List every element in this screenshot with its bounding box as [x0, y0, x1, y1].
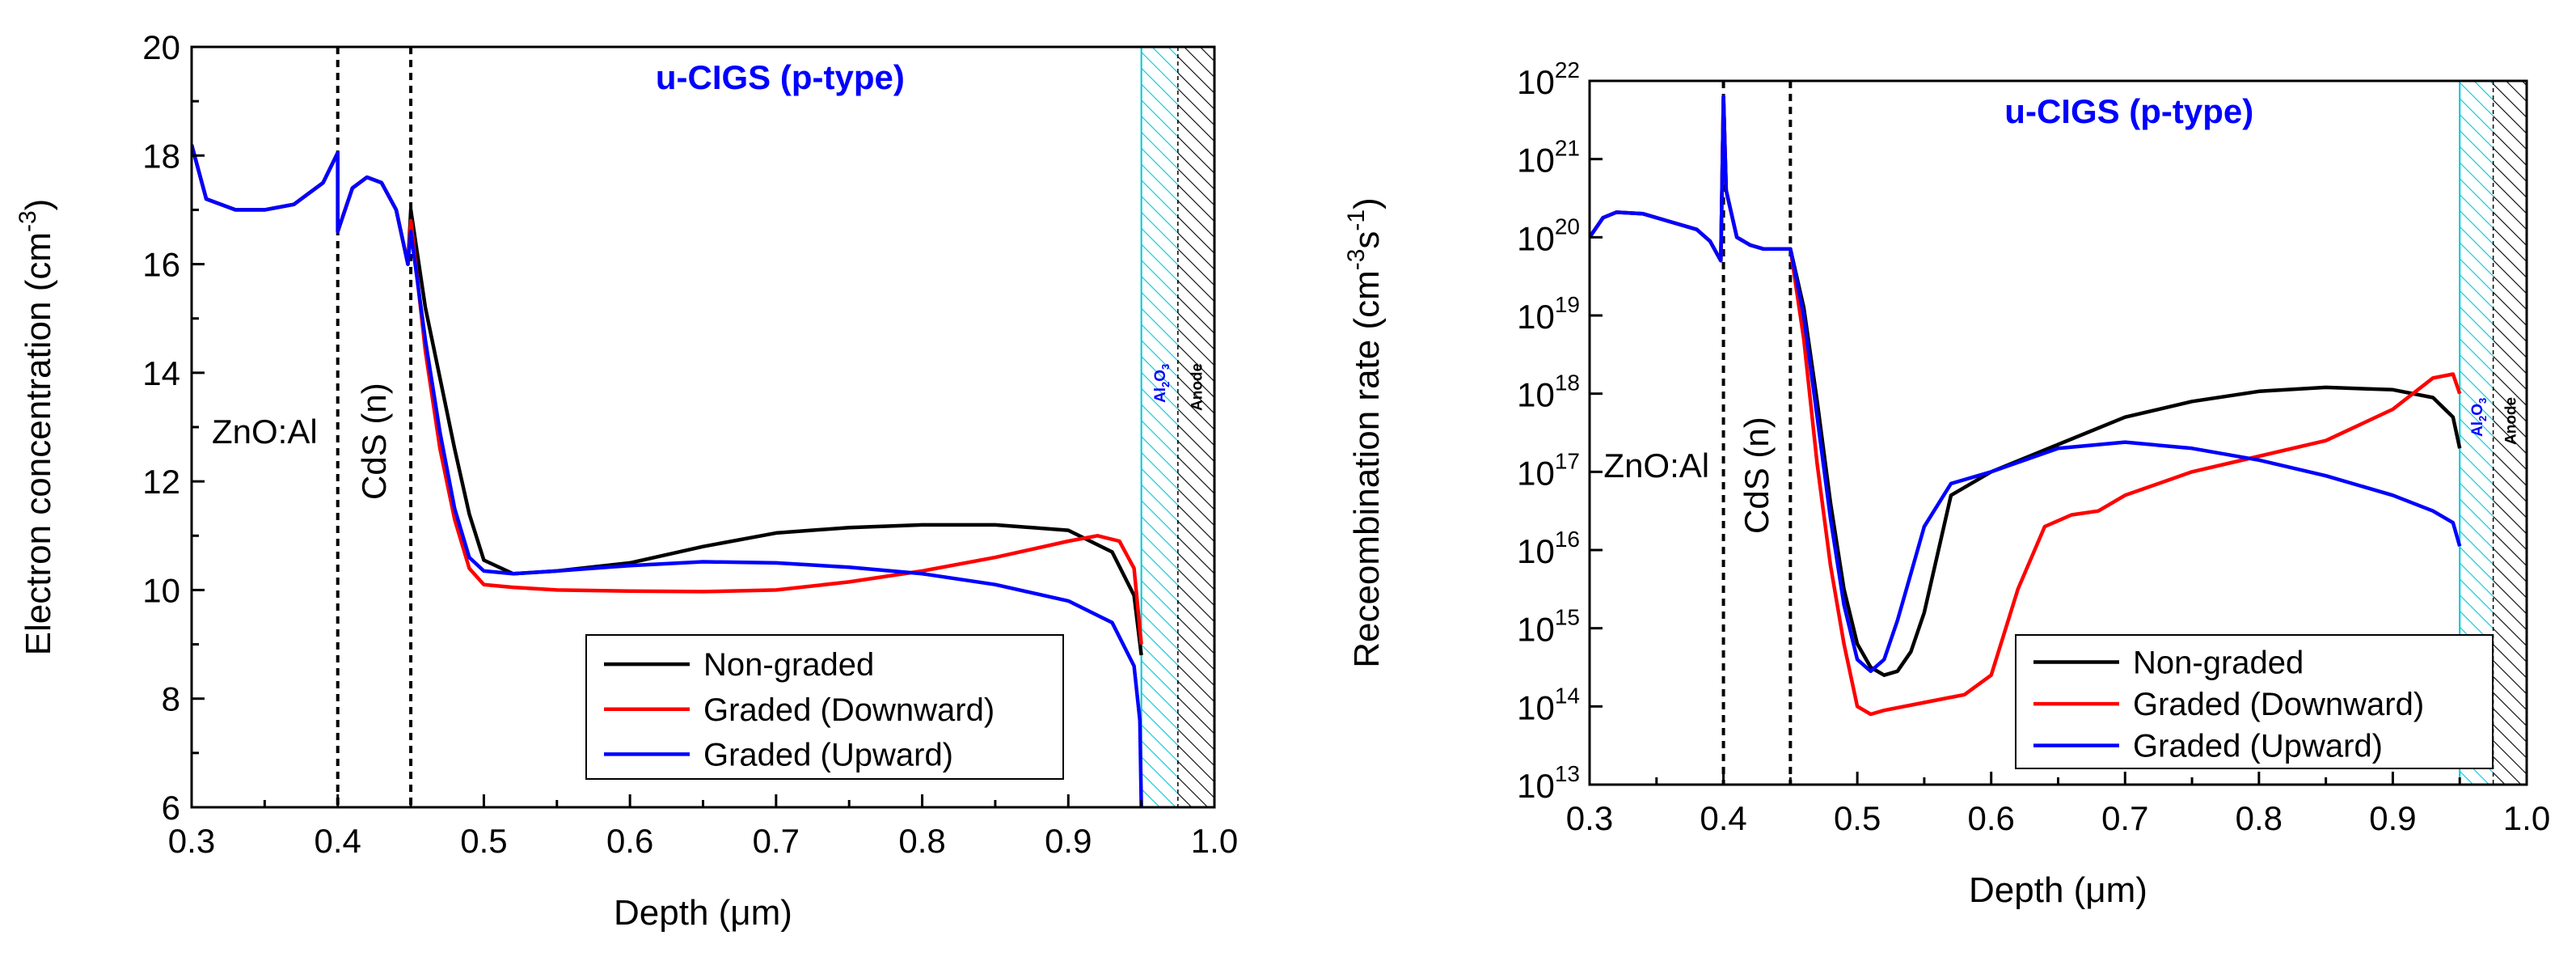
x-tick-label: 0.3: [1566, 799, 1613, 837]
al2o3-label: Al2O3: [1152, 364, 1172, 403]
y-tick-label: 1022: [1517, 57, 1580, 101]
graded-upward-line: [1590, 95, 2462, 674]
y-axis-label: Receombination rate (cm-3s-1): [1343, 197, 1387, 668]
anode-label: Anode: [1189, 363, 1206, 411]
graded-downward-line: [1590, 95, 2462, 717]
y-tick-label: 1017: [1517, 448, 1580, 492]
legend: Non-graded Graded (Downward) Graded (Upwar…: [2015, 634, 2494, 769]
zno-label: ZnO:Al: [212, 413, 318, 451]
x-tick-label: 0.4: [315, 822, 361, 860]
x-tick-label: 0.7: [2101, 799, 2148, 837]
y-tick-label: 20: [142, 28, 180, 66]
y-tick-label: 10: [142, 571, 180, 609]
zno-label: ZnO:Al: [1603, 447, 1709, 485]
y-tick-label: 1021: [1517, 136, 1580, 180]
x-axis-label: Depth (μm): [1969, 870, 2147, 910]
y-tick-label: 1019: [1517, 292, 1580, 336]
x-tick-label: 0.6: [606, 822, 653, 860]
series-group: [192, 144, 1143, 807]
legend-label: Graded (Upward): [2133, 729, 2383, 764]
y-tick-label: 8: [162, 680, 180, 718]
non-graded-line: [1590, 95, 2462, 677]
x-tick-label: 0.3: [168, 822, 215, 860]
x-tick-label: 0.8: [898, 822, 945, 860]
x-tick-label: 0.9: [1045, 822, 1092, 860]
legend-label: Non-graded: [2133, 645, 2304, 681]
y-tick-label: 6: [162, 789, 180, 827]
anode-label: Anode: [2502, 397, 2519, 445]
cds-label: CdS (n): [355, 383, 393, 500]
al2o3-layer: [1141, 47, 1178, 807]
y-tick-label: 1016: [1517, 527, 1580, 570]
recombination-rate-chart: Al2O3 Anode u-CIGS (p-type) ZnO:Al CdS (n) 0.…: [1343, 57, 2550, 910]
legend-label: Non-graded: [703, 647, 874, 683]
y-tick-label: 1015: [1517, 605, 1580, 649]
x-tick-label: 1.0: [1191, 822, 1238, 860]
graded-upward-line: [192, 144, 1143, 807]
anode-layer: [1177, 47, 1214, 807]
legend-label: Graded (Downward): [2133, 687, 2424, 722]
legend-label: Graded (Downward): [703, 692, 995, 728]
y-axis-label: Electron concentration (cm-3): [15, 199, 58, 656]
y-tick-label: 14: [142, 354, 180, 392]
legend-label: Graded (Upward): [703, 737, 953, 772]
y-tick-label: 16: [142, 246, 180, 284]
y-tick-label: 12: [142, 463, 180, 501]
series-group: [1590, 95, 2462, 717]
region-label: u-CIGS (p-type): [656, 58, 905, 96]
y-tick-label: 1013: [1517, 761, 1580, 805]
y-tick-label: 1014: [1517, 683, 1580, 726]
y-tick-label: 18: [142, 137, 180, 175]
electron-concentration-chart: Al2O3 Anode u-CIGS (p-type) ZnO:Al CdS (n) 0.…: [15, 28, 1238, 933]
al2o3-label: Al2O3: [2469, 398, 2489, 437]
x-tick-label: 1.0: [2503, 799, 2550, 837]
legend: Non-graded Graded (Downward) Graded (Upwar…: [585, 634, 1064, 780]
y-tick-label: 1018: [1517, 370, 1580, 414]
cds-label: CdS (n): [1738, 417, 1776, 534]
x-tick-label: 0.4: [1700, 799, 1746, 837]
non-graded-line: [192, 144, 1143, 656]
x-tick-label: 0.6: [1968, 799, 2015, 837]
y-tick-label: 1020: [1517, 214, 1580, 257]
x-tick-label: 0.8: [2236, 799, 2283, 837]
x-axis-label: Depth (μm): [614, 893, 792, 933]
region-label: u-CIGS (p-type): [2004, 92, 2253, 130]
graded-downward-line: [192, 144, 1143, 645]
x-tick-label: 0.9: [2369, 799, 2416, 837]
x-tick-label: 0.5: [460, 822, 507, 860]
x-tick-label: 0.5: [1834, 799, 1881, 837]
anode-layer: [2493, 81, 2527, 785]
x-tick-label: 0.7: [753, 822, 800, 860]
